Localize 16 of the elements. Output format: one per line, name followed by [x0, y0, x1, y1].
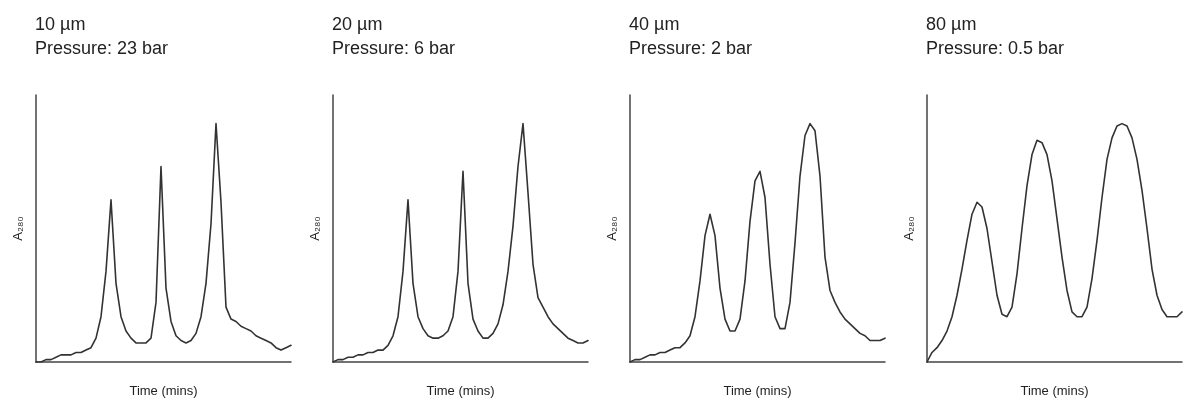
chart-subtitle: Pressure: 0.5 bar — [926, 38, 1065, 58]
y-axis-title: A₂₈₀ — [10, 216, 25, 241]
y-axis-title: A₂₈₀ — [307, 216, 322, 241]
x-axis-title: Time (mins) — [129, 383, 198, 398]
chart-subtitle: Pressure: 23 bar — [35, 38, 169, 58]
chart-title: 80 µm — [926, 14, 977, 34]
chart-title: 10 µm — [35, 14, 86, 34]
chart-subtitle: Pressure: 2 bar — [629, 38, 753, 58]
x-axis-title: Time (mins) — [426, 383, 495, 398]
chart-subtitle: Pressure: 6 bar — [332, 38, 456, 58]
y-axis-title: A₂₈₀ — [604, 216, 619, 241]
chart-title: 40 µm — [629, 14, 680, 34]
chart-title: 20 µm — [332, 14, 383, 34]
x-axis-title: Time (mins) — [1020, 383, 1089, 398]
y-axis-title: A₂₈₀ — [901, 216, 916, 241]
x-axis-title: Time (mins) — [723, 383, 792, 398]
